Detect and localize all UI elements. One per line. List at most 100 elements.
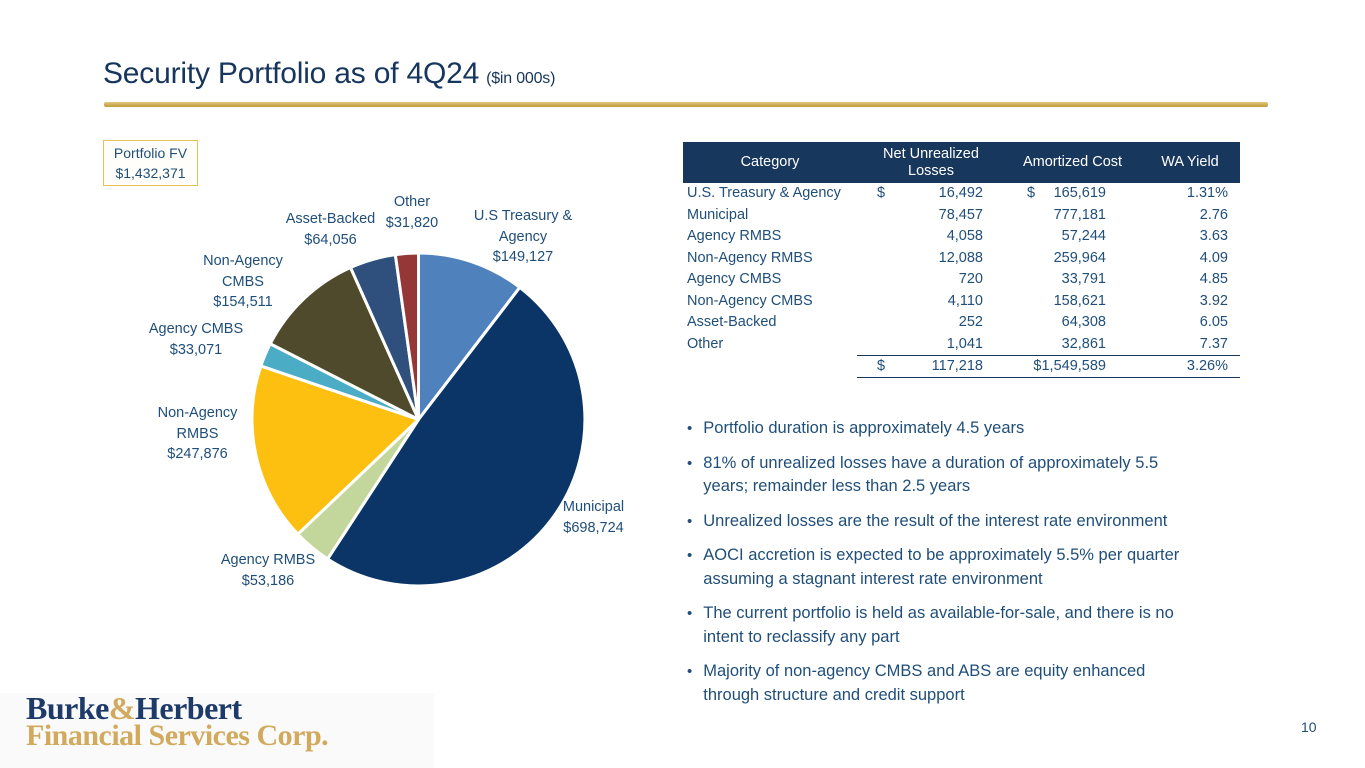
bullet-icon: • bbox=[687, 420, 693, 437]
pie-label-line: Other bbox=[393, 194, 431, 210]
note-text: The current portfolio is held as availab… bbox=[703, 604, 1174, 646]
pie-label-asset_backed: Asset-Backed $64,056 bbox=[268, 209, 393, 250]
note-text: 81% of unrealized losses have a duration… bbox=[703, 453, 1159, 496]
cell-net-unrealized-losses: $16,492 bbox=[857, 183, 1005, 205]
bullet-icon: • bbox=[687, 663, 693, 680]
cell-amortized-cost-value: 64,308 bbox=[1061, 314, 1106, 330]
pie-label-line: Non-Agency bbox=[157, 405, 238, 421]
cell-amortized-cost: $165,619 bbox=[1005, 183, 1140, 205]
table-row: Asset-Backed 252 64,308 6.05 bbox=[683, 312, 1240, 334]
note-item: • AOCI accretion is expected to be approx… bbox=[687, 544, 1249, 591]
header-cell-wa-yield: WA Yield bbox=[1161, 154, 1219, 171]
note-item: • Portfolio duration is approximately 4.5… bbox=[687, 417, 1249, 441]
cell-amortized-cost-value: 777,181 bbox=[1053, 206, 1106, 223]
table-row: Agency RMBS 4,058 57,244 3.63 bbox=[683, 226, 1240, 248]
cell-category: Non-Agency RMBS bbox=[683, 248, 857, 270]
pie-slice-other bbox=[393, 251, 421, 422]
cell-category-value: Agency CMBS bbox=[687, 271, 782, 287]
cell-amortized-cost: 57,244 bbox=[1005, 226, 1140, 248]
header-cell-net-unrealized-losses: Net Unrealized Losses bbox=[883, 146, 979, 179]
cell-net-unrealized-losses: 252 bbox=[857, 312, 1005, 334]
cell-net-unrealized-losses-value: 16,492 bbox=[938, 185, 983, 201]
cell-category: Non-Agency CMBS bbox=[683, 291, 857, 313]
dollar-sign: $ bbox=[1027, 185, 1036, 201]
cell-wa-yield-value: 3.92 bbox=[1199, 292, 1228, 309]
cell-net-unrealized-losses: 4,058 bbox=[857, 226, 1005, 248]
pie-label-agency_cmbs: Agency CMBS $33,071 bbox=[131, 319, 261, 360]
portfolio-fv-callout: Portfolio FV $1,432,371 bbox=[103, 140, 198, 186]
cell-category: Agency CMBS bbox=[683, 269, 857, 291]
cell-wa-yield-value: 1.31% bbox=[1186, 185, 1228, 201]
note-text: Majority of non-agency CMBS and ABS are … bbox=[703, 662, 1146, 704]
pie-label-municipal: Municipal $698,724 bbox=[531, 497, 656, 538]
pie-label-non_agency_rmbs: Non-Agency RMBS $247,876 bbox=[135, 403, 260, 465]
portfolio-pie-chart bbox=[250, 251, 587, 588]
cell-net-unrealized-losses: 4,110 bbox=[857, 291, 1005, 313]
cell-amortized-cost: 259,964 bbox=[1005, 248, 1140, 270]
cell-net-unrealized-losses: 1,041 bbox=[857, 334, 1005, 356]
cell-category: Asset-Backed bbox=[683, 312, 857, 334]
pie-label-other: Other $31,820 bbox=[372, 192, 452, 233]
pie-label-line: Non-Agency bbox=[203, 253, 283, 269]
pie-label-line: $53,186 bbox=[241, 572, 295, 589]
table-row: Non-Agency RMBS 12,088 259,964 4.09 bbox=[683, 248, 1240, 270]
cell-category-value: Agency RMBS bbox=[687, 228, 782, 244]
table-total-row: $117,218 $1,549,589 3.26% bbox=[683, 355, 1240, 378]
cell-category: Other bbox=[683, 334, 857, 357]
cell-amortized-cost: 32,861 bbox=[1005, 334, 1140, 356]
pie-label-line: $698,724 bbox=[563, 519, 624, 536]
cell-category: Municipal bbox=[683, 205, 857, 227]
cell-wa-yield-value: 4.85 bbox=[1199, 271, 1228, 287]
cell-wa-yield-value: 4.09 bbox=[1199, 249, 1228, 266]
table-row: Municipal 78,457 777,181 2.76 bbox=[683, 205, 1240, 227]
pie-label-line: $33,071 bbox=[169, 341, 223, 358]
pie-label-line: Municipal bbox=[562, 499, 625, 515]
pie-label-line: $31,820 bbox=[385, 214, 439, 231]
pie-label-treasury: U.S Treasury & Agency $149,127 bbox=[458, 206, 588, 268]
bullet-icon: • bbox=[687, 605, 693, 622]
cell-wa-yield-value: 7.37 bbox=[1199, 335, 1228, 352]
table-row: Non-Agency CMBS 4,110 158,621 3.92 bbox=[683, 291, 1240, 313]
note-text: AOCI accretion is expected to be approxi… bbox=[703, 546, 1180, 588]
pie-label-line: $154,511 bbox=[213, 294, 273, 310]
pie-label-line: $247,876 bbox=[167, 446, 228, 462]
cell-wa-yield: 2.76 bbox=[1140, 205, 1240, 227]
note-item: • The current portfolio is held as availa… bbox=[687, 602, 1249, 649]
cell-wa-yield: 4.85 bbox=[1140, 269, 1240, 291]
cell-wa-yield: 3.26% bbox=[1140, 355, 1240, 378]
cell-net-unrealized-losses-value: 1,041 bbox=[946, 335, 983, 352]
note-item: • 81% of unrealized losses have a duratio… bbox=[687, 452, 1249, 499]
notes-list: • Portfolio duration is approximately 4.5… bbox=[687, 417, 1249, 718]
pie-label-line: CMBS bbox=[222, 273, 264, 290]
cell-net-unrealized-losses-value: 252 bbox=[958, 314, 983, 330]
pie-label-non_agency_cmbs: Non-Agency CMBS $154,511 bbox=[183, 251, 303, 313]
cell-category-value: Non-Agency RMBS bbox=[687, 249, 813, 266]
pie-slice-non_agency_cmbs bbox=[268, 266, 421, 422]
cell-wa-yield: 1.31% bbox=[1140, 183, 1240, 205]
logo-name-part2: Herbert bbox=[135, 690, 242, 726]
table-row: Other 1,041 32,861 7.37 bbox=[683, 334, 1240, 356]
cell-wa-yield: 7.37 bbox=[1140, 334, 1240, 356]
cell-wa-yield-value: 2.76 bbox=[1199, 206, 1228, 223]
page-number: 10 bbox=[1301, 719, 1317, 735]
cell-net-unrealized-losses-value: 78,457 bbox=[938, 206, 983, 223]
cell-amortized-cost-value: 57,244 bbox=[1061, 228, 1106, 244]
cell-wa-yield: 3.63 bbox=[1140, 226, 1240, 248]
logo-backdrop bbox=[0, 693, 434, 768]
pie-slice-municipal bbox=[326, 285, 587, 588]
cell-category-value: Other bbox=[687, 335, 724, 352]
pie-label-line: U.S Treasury & bbox=[473, 208, 573, 224]
cell-net-unrealized-losses: 78,457 bbox=[857, 205, 1005, 227]
table-header-row: Category Net Unrealized Losses Amortized… bbox=[683, 142, 1240, 183]
cell-amortized-cost-value: 32,861 bbox=[1061, 335, 1106, 352]
cell-net-unrealized-losses-value: 117,218 bbox=[931, 358, 983, 374]
page-title-suffix: ($in 000s) bbox=[486, 70, 556, 87]
header-cell-category: Category bbox=[740, 154, 800, 171]
cell-amortized-cost-value: 33,791 bbox=[1061, 271, 1106, 287]
table-row: Agency CMBS 720 33,791 4.85 bbox=[683, 269, 1240, 291]
cell-wa-yield-value: 3.63 bbox=[1199, 228, 1228, 244]
cell-category-value: Municipal bbox=[687, 206, 749, 223]
cell-wa-yield: 6.05 bbox=[1140, 312, 1240, 334]
company-logo-name: Burke&Herbert bbox=[26, 692, 328, 725]
